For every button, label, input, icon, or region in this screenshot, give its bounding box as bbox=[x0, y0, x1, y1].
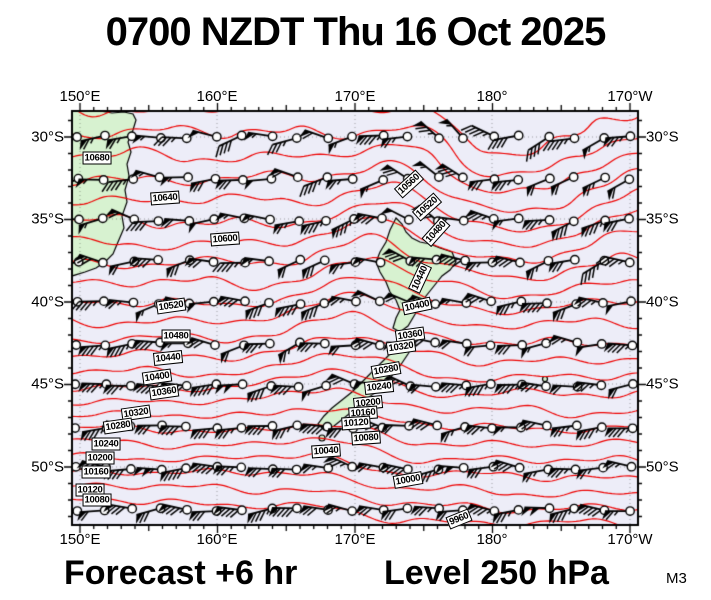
contour-value-label: 10040 bbox=[311, 443, 341, 459]
lat-tick-label: 35°S bbox=[646, 210, 679, 228]
lat-tick-label: 35°S bbox=[31, 210, 64, 228]
contour-value-label: 10080 bbox=[82, 493, 112, 507]
contour-value-label: 10640 bbox=[150, 190, 180, 206]
contour-value-label: 10240 bbox=[91, 437, 121, 451]
lon-tick-label: 150°E bbox=[59, 531, 101, 548]
lon-tick-label: 180° bbox=[476, 88, 508, 105]
contour-value-label: 10080 bbox=[351, 430, 381, 446]
lon-tick-label: 150°E bbox=[59, 88, 101, 105]
lon-tick-label: 160°E bbox=[196, 88, 238, 105]
lat-tick-label: 50°S bbox=[646, 458, 679, 476]
lon-tick-label: 160°E bbox=[196, 531, 238, 548]
contour-value-label: 10600 bbox=[210, 231, 240, 247]
lat-tick-label: 40°S bbox=[646, 293, 679, 311]
model-tag: M3 bbox=[666, 570, 687, 587]
lat-tick-label: 45°S bbox=[31, 375, 64, 393]
contour-value-label: 10200 bbox=[85, 451, 115, 465]
contour-value-label: 10160 bbox=[81, 465, 111, 479]
lat-tick-label: 40°S bbox=[31, 293, 64, 311]
lat-tick-label: 30°S bbox=[646, 128, 679, 146]
footer-caption: Forecast +6 hr Level 250 hPa bbox=[0, 554, 711, 596]
contour-value-label: 10680 bbox=[82, 151, 112, 165]
lon-tick-label: 180° bbox=[476, 531, 508, 548]
pressure-level-label: Level 250 hPa bbox=[384, 554, 609, 592]
lon-tick-label: 170°W bbox=[607, 88, 653, 105]
lon-tick-label: 170°E bbox=[334, 531, 376, 548]
contour-value-label: 10120 bbox=[341, 415, 371, 431]
lat-tick-label: 50°S bbox=[31, 458, 64, 476]
forecast-hour-label: Forecast +6 hr bbox=[64, 554, 298, 592]
lon-tick-label: 170°W bbox=[607, 531, 653, 548]
lat-tick-label: 30°S bbox=[31, 128, 64, 146]
lon-tick-label: 170°E bbox=[334, 88, 376, 105]
contour-value-label: 10480 bbox=[161, 329, 191, 343]
lat-tick-label: 45°S bbox=[646, 375, 679, 393]
